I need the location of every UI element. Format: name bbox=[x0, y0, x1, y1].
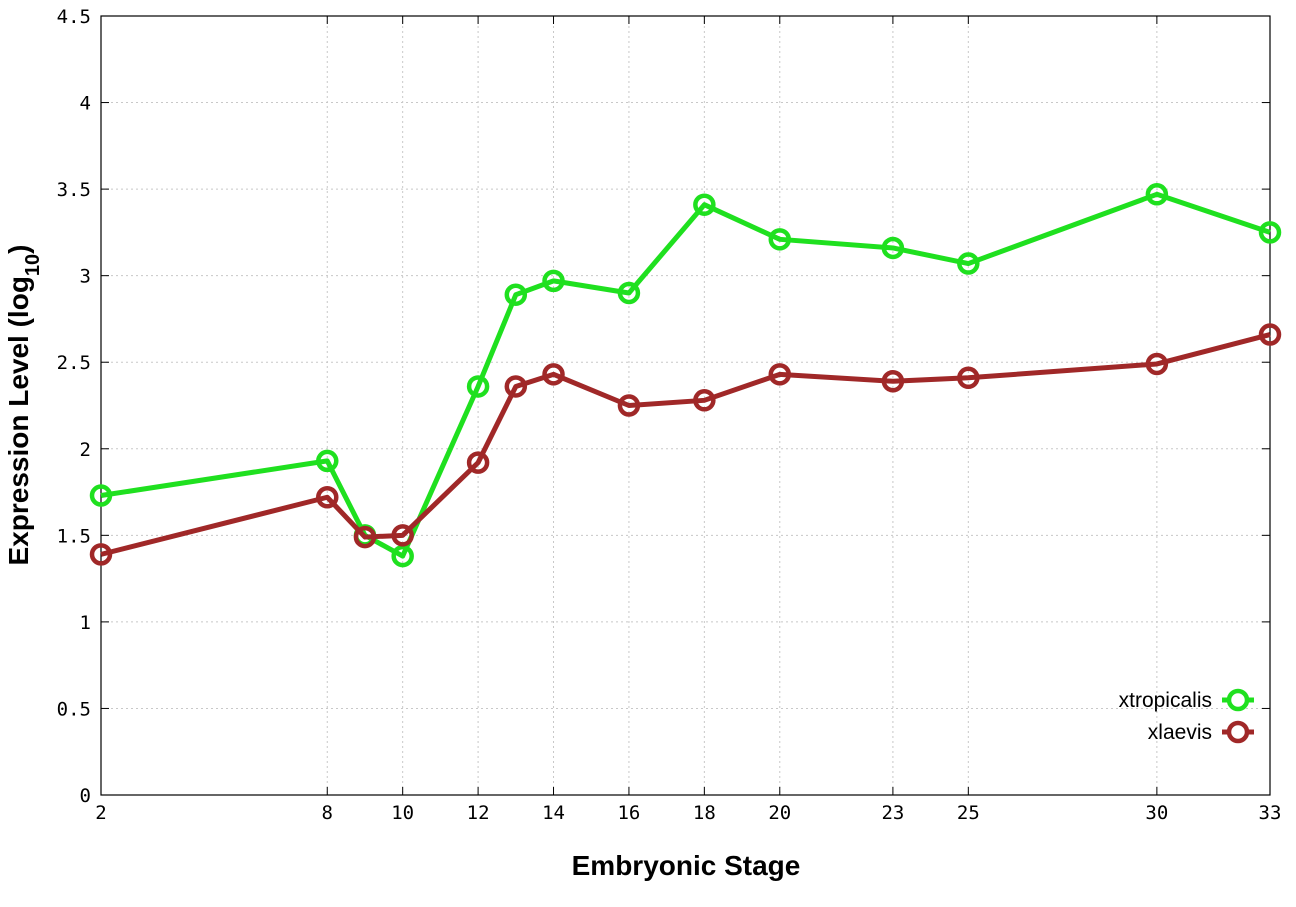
series-line-xlaevis bbox=[100, 332, 1271, 557]
data-point-xtropicalis bbox=[466, 375, 490, 398]
data-point-xtropicalis bbox=[1258, 221, 1282, 244]
legend-label-xlaevis: xlaevis bbox=[1148, 721, 1212, 744]
x-axis: 2 8 10 12 14 16 18 20 23 25 30 33 bbox=[95, 16, 1281, 824]
series-line-xtropicalis bbox=[100, 191, 1271, 559]
x-tick-label: 33 bbox=[1259, 802, 1282, 824]
data-point-xlaevis bbox=[466, 451, 490, 474]
x-tick-label: 8 bbox=[322, 802, 333, 824]
plot-frame bbox=[100, 15, 1271, 796]
data-point-xlaevis bbox=[316, 485, 339, 509]
x-tick-label: 14 bbox=[542, 802, 565, 824]
data-point-xtropicalis bbox=[542, 269, 565, 293]
legend: xtropicalis xlaevis bbox=[1119, 688, 1254, 744]
x-tick-label: 25 bbox=[957, 802, 980, 824]
x-tick-label: 12 bbox=[467, 802, 490, 824]
y-tick-label: 1 bbox=[80, 612, 91, 634]
y-tick-label: 2.5 bbox=[57, 352, 91, 374]
data-point-xlaevis bbox=[1145, 352, 1169, 376]
x-tick-label: 23 bbox=[881, 802, 904, 824]
x-tick-label: 10 bbox=[391, 802, 414, 824]
series-layer bbox=[89, 183, 1282, 568]
y-tick-label: 3 bbox=[80, 266, 91, 288]
x-tick-label: 20 bbox=[768, 802, 791, 824]
y-tick-label: 0 bbox=[80, 785, 91, 807]
x-axis-label: Embryonic Stage bbox=[572, 850, 801, 881]
data-point-xlaevis bbox=[693, 389, 716, 412]
grid bbox=[101, 16, 1270, 795]
y-tick-label: 4 bbox=[80, 93, 91, 115]
legend-label-xtropicalis: xtropicalis bbox=[1119, 689, 1212, 712]
data-point-xtropicalis bbox=[391, 544, 414, 568]
legend-marker-xtropicalis bbox=[1226, 688, 1250, 712]
data-point-xtropicalis bbox=[957, 252, 980, 275]
data-point-xtropicalis bbox=[504, 283, 528, 306]
data-point-xlaevis bbox=[1258, 323, 1282, 346]
data-point-xtropicalis bbox=[881, 236, 905, 260]
y-axis-label: Expression Level (log10) bbox=[3, 245, 44, 566]
data-point-xlaevis bbox=[353, 525, 377, 549]
y-tick-label: 0.5 bbox=[57, 698, 91, 720]
data-point-xtropicalis bbox=[89, 484, 113, 507]
data-point-xlaevis bbox=[957, 366, 980, 390]
x-tick-label: 16 bbox=[617, 802, 640, 824]
data-point-xtropicalis bbox=[693, 193, 716, 216]
x-tick-label: 18 bbox=[693, 802, 716, 824]
data-point-xlaevis bbox=[391, 524, 414, 547]
legend-marker-xlaevis bbox=[1226, 720, 1250, 744]
series-xlaevis bbox=[89, 323, 1282, 566]
data-point-xtropicalis bbox=[617, 281, 641, 305]
y-tick-label: 4.5 bbox=[57, 6, 91, 28]
x-tick-label: 2 bbox=[95, 802, 106, 824]
y-tick-label: 2 bbox=[80, 439, 91, 461]
data-point-xtropicalis bbox=[768, 228, 792, 251]
data-point-xtropicalis bbox=[1145, 183, 1169, 206]
data-point-xlaevis bbox=[617, 394, 641, 417]
data-point-xlaevis bbox=[504, 375, 528, 398]
data-point-xlaevis bbox=[89, 543, 113, 566]
data-point-xlaevis bbox=[542, 363, 565, 386]
y-tick-label: 3.5 bbox=[57, 179, 91, 201]
data-point-xlaevis bbox=[881, 370, 905, 393]
data-point-xtropicalis bbox=[316, 449, 339, 473]
series-xtropicalis bbox=[89, 183, 1282, 568]
data-point-xlaevis bbox=[768, 363, 792, 386]
x-tick-label: 30 bbox=[1145, 802, 1168, 824]
y-axis: 0 0.5 1 1.5 2 2.5 3 3.5 4 4.5 bbox=[57, 6, 1270, 807]
y-tick-label: 1.5 bbox=[57, 525, 91, 547]
